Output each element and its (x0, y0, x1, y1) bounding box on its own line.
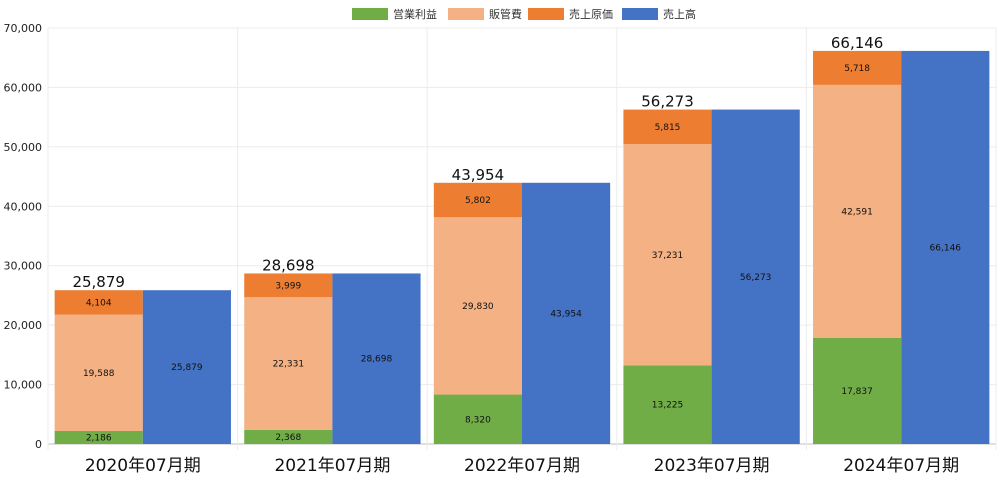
segment-data-label: 42,591 (841, 207, 873, 217)
legend-label: 販管費 (489, 7, 522, 21)
bar-stack-segment[interactable] (623, 109, 712, 145)
bar-stack-segment[interactable] (433, 182, 522, 218)
y-tick-label: 50,000 (4, 141, 43, 154)
x-tick-label: 2021年07月期 (274, 456, 390, 476)
sales-data-label: 43,954 (550, 309, 582, 319)
segment-data-label: 22,331 (273, 360, 305, 370)
segment-data-label: 5,815 (655, 123, 681, 133)
bar-stack-segment[interactable] (433, 217, 522, 395)
segment-data-label: 17,837 (841, 387, 873, 397)
bar-stack-segment[interactable] (623, 365, 712, 444)
total-data-label: 56,273 (641, 93, 694, 111)
segment-data-label: 13,225 (652, 401, 684, 411)
total-data-label: 25,879 (72, 273, 125, 291)
y-tick-label: 70,000 (4, 22, 43, 35)
bar-sales[interactable] (522, 182, 611, 444)
bar-stack-segment[interactable] (54, 431, 143, 444)
segment-data-label: 37,231 (652, 251, 684, 261)
y-tick-label: 20,000 (4, 319, 43, 332)
sales-data-label: 25,879 (171, 363, 203, 373)
x-tick-label: 2022年07月期 (464, 456, 580, 476)
legend-swatch (352, 8, 388, 20)
legend-label: 売上高 (663, 7, 696, 21)
total-data-label: 66,146 (831, 34, 884, 52)
bar-stack-segment[interactable] (54, 290, 143, 315)
bar-stack-segment[interactable] (433, 394, 522, 444)
legend-swatch (448, 8, 484, 20)
bar-sales[interactable] (901, 50, 990, 444)
y-tick-label: 40,000 (4, 200, 43, 213)
segment-data-label: 8,320 (465, 415, 491, 425)
segment-data-label: 4,104 (86, 298, 112, 308)
sales-data-label: 56,273 (740, 273, 772, 283)
segment-data-label: 2,186 (86, 434, 112, 444)
legend-swatch (622, 8, 658, 20)
segment-data-label: 2,368 (275, 433, 301, 443)
sales-data-label: 66,146 (930, 243, 962, 253)
y-tick-label: 60,000 (4, 81, 43, 94)
segment-data-label: 3,999 (275, 281, 301, 291)
bar-stack-segment[interactable] (813, 50, 902, 85)
y-tick-label: 0 (35, 438, 42, 451)
bar-sales[interactable] (711, 109, 800, 444)
legend-label: 営業利益 (393, 7, 437, 21)
bar-stack-segment[interactable] (813, 84, 902, 338)
legend-label: 売上原価 (569, 8, 613, 21)
bar-stack-segment[interactable] (54, 314, 143, 432)
y-tick-label: 30,000 (4, 260, 43, 273)
legend-swatch (528, 8, 564, 20)
bar-sales[interactable] (142, 290, 231, 444)
bar-stack-segment[interactable] (244, 273, 333, 298)
segment-data-label: 29,830 (462, 302, 494, 312)
total-data-label: 28,698 (262, 256, 315, 274)
x-tick-label: 2024年07月期 (843, 456, 959, 476)
x-tick-label: 2023年07月期 (654, 456, 770, 476)
x-tick-label: 2020年07月期 (85, 456, 201, 476)
segment-data-label: 5,718 (844, 64, 870, 74)
bar-stack-segment[interactable] (244, 429, 333, 444)
y-tick-label: 10,000 (4, 379, 43, 392)
bar-stack-segment[interactable] (623, 144, 712, 366)
sales-data-label: 28,698 (361, 355, 393, 365)
total-data-label: 43,954 (452, 166, 505, 184)
segment-data-label: 19,588 (83, 369, 115, 379)
bar-sales[interactable] (332, 273, 421, 444)
bar-stack-segment[interactable] (813, 337, 902, 444)
segment-data-label: 5,802 (465, 196, 491, 206)
bar-stack-segment[interactable] (244, 297, 333, 430)
